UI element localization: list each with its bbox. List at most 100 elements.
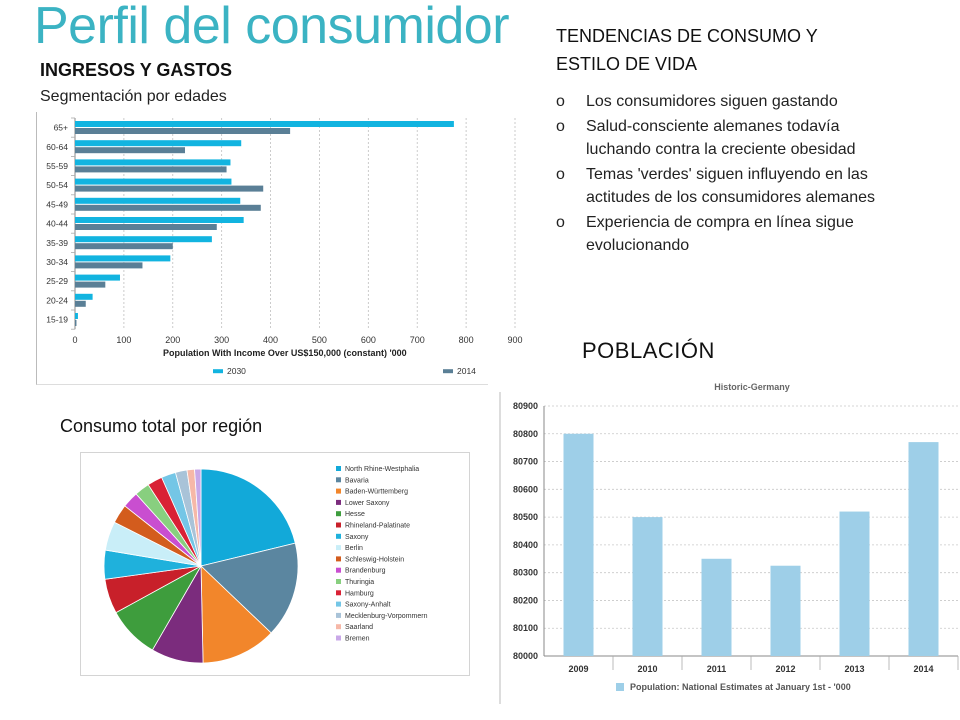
population-bar [632,517,663,656]
legend-swatch [336,477,341,483]
legend-swatch [616,683,624,691]
legend-label: 2030 [227,366,246,376]
category-label: 50-54 [46,180,68,190]
trends-list: o Los consumidores siguen gastando o Salud-… [556,90,892,259]
trend-text: Experiencia de compra en línea sigue evo… [586,214,854,254]
category-label: 55-59 [46,161,68,171]
population-heading: POBLACIÓN [582,338,715,363]
population-bar [770,565,801,656]
population-bar [701,558,732,656]
bullet-icon: o [556,118,565,135]
y-tick-label: 80300 [513,568,538,578]
income-bar-chart: 0 100 200 300 400 500 600 700 800 900 65+ 60-64 55-5… [46,117,523,376]
x-tick-label: 2013 [844,664,864,674]
x-axis-label: Population With Income Over US$150,000 (… [163,348,407,358]
income-heading: INGRESOS Y GASTOS [40,60,233,80]
pie-slice [194,468,202,567]
bar-2014 [75,147,185,154]
y-tick-label: 80000 [513,651,538,661]
bar-2014 [75,166,227,173]
y-tick-label: 80200 [513,595,538,605]
pie-slice [200,468,296,567]
legend-swatch [336,511,341,517]
population-bar-chart: Historic-Germany 80000 80100 80200 80300 8040… [499,382,959,704]
income-subheading: Segmentación por edades [40,88,227,105]
consumption-heading: Consumo total por región [60,416,263,436]
legend-swatch [336,579,341,584]
legend-swatch [336,590,341,596]
category-label: 65+ [54,123,68,133]
legend-label: Hesse [345,511,365,518]
category-label: 60-64 [46,142,68,152]
trends-heading: TENDENCIAS DE CONSUMO Y ESTILO DE VIDA [556,26,818,74]
x-tick-label: 800 [459,335,474,345]
legend-swatch [336,466,341,471]
legend-label: Brandenburg [345,568,386,575]
legend-label: Saarland [345,624,373,631]
y-tick-label: 80900 [513,401,538,411]
legend-label: Bavaria [345,477,369,484]
pie-slice [200,565,272,664]
y-tick-label: 80700 [513,457,538,467]
legend-label: North Rhine-Westphalia [345,466,419,473]
x-tick-label: 300 [214,335,229,345]
x-tick-label: 700 [410,335,425,345]
legend-swatch [336,624,341,630]
trend-text: Temas 'verdes' siguen influyendo en las … [586,166,876,206]
y-tick-label: 80100 [513,623,538,633]
legend-swatch [336,545,341,551]
x-tick-label: 100 [116,335,131,345]
y-tick-label: 80500 [513,512,538,522]
legend-label: Berlin [345,545,363,552]
bar-2030 [75,313,78,319]
legend-swatch [336,556,341,562]
legend-swatch [336,635,341,641]
bar-2030 [75,197,241,204]
x-tick-label: 2012 [775,664,795,674]
category-label: 15-19 [46,315,68,325]
bar-2030 [75,255,171,262]
chart-title: Historic-Germany [714,382,790,392]
trend-item: o Experiencia de compra en línea sigue ev… [556,211,892,257]
bar-2030 [75,236,212,243]
x-tick-label: 0 [72,335,77,345]
legend-swatch [336,567,341,573]
x-tick-label: 2014 [913,664,933,674]
population-bar [839,511,870,656]
x-tick-label: 600 [361,335,376,345]
page-title: Perfil del consumidor [34,0,510,55]
category-label: 30-34 [46,257,68,267]
legend-label: Bremen [345,636,370,643]
income-chart-panel: 0 100 200 300 400 500 600 700 800 900 65+ 60-64 55-5… [36,112,529,385]
x-tick-label: 200 [165,335,180,345]
legend-swatch [336,533,341,539]
bar-2014 [75,224,217,230]
legend-label: Mecklenburg-Vorpommern [345,613,428,620]
trend-item: o Los consumidores siguen gastando [556,90,892,113]
bar-2030 [75,293,93,300]
legend-label: Saxony-Anhalt [345,602,391,609]
legend-swatch [336,612,341,618]
pie-slice [200,542,299,634]
category-label: 40-44 [46,219,68,229]
bar-2014 [75,204,261,211]
legend-label: Thuringia [345,579,374,586]
bullet-icon: o [556,93,565,110]
legend-label: Lower Saxony [345,500,390,507]
population-bar [908,442,939,656]
y-tick-label: 80400 [513,540,538,550]
y-tick-label: 80600 [513,484,538,494]
bar-2030 [75,178,232,185]
bar-2030 [75,159,231,166]
x-tick-label: 2011 [707,664,727,674]
legend-swatch [336,522,341,528]
bullet-icon: o [556,166,565,183]
bar-2014 [75,185,264,192]
category-label: 45-49 [46,199,68,209]
legend-label: Baden-Württemberg [345,489,408,496]
bullet-icon: o [556,214,565,231]
bar-2014 [75,281,106,288]
region-chart-panel: North Rhine-Westphalia Bavaria Baden-Württ… [80,452,470,676]
legend-swatch [213,369,223,374]
bar-2030 [75,140,242,147]
